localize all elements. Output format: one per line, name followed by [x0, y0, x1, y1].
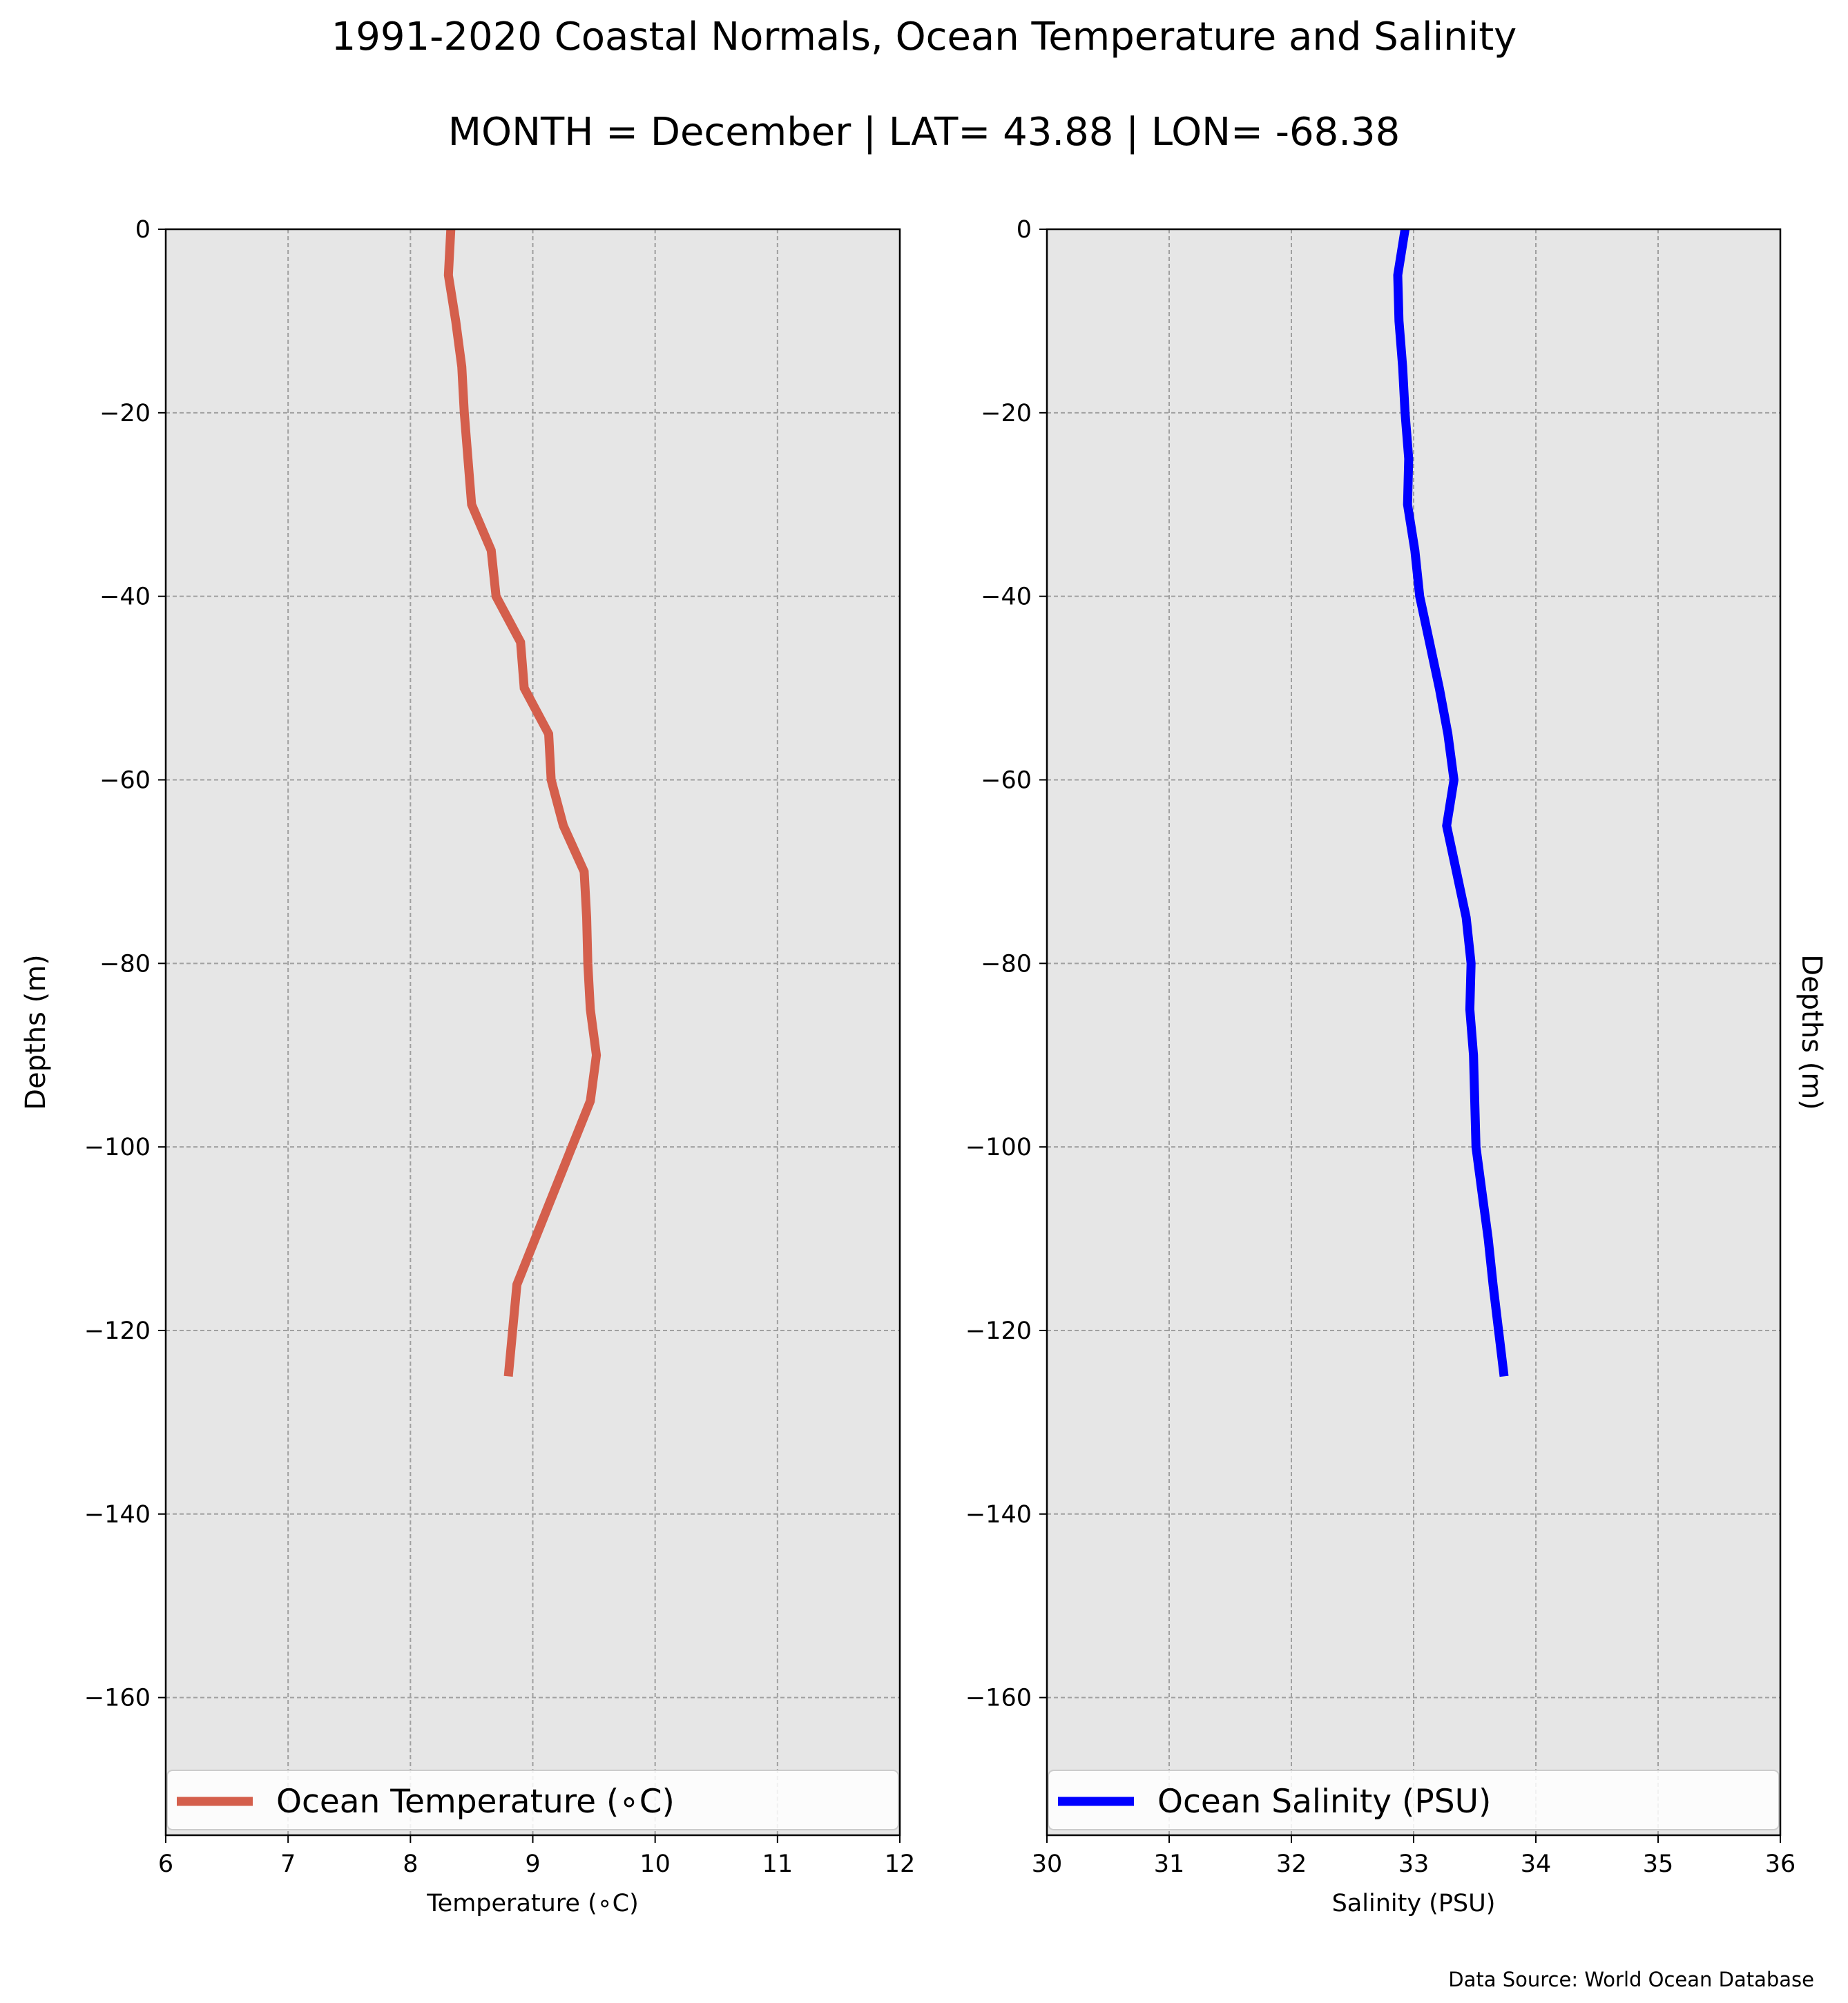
sal-ytick-label-1: −20 [981, 400, 1032, 427]
temp-ytick-label-7: −140 [84, 1501, 151, 1529]
temp-legend-box [166, 1770, 899, 1830]
sal-yaxis-title: Depths (m) [1796, 954, 1827, 1110]
temp-ytick-label-0: 0 [135, 216, 151, 244]
sal-xtick-label-3: 33 [1398, 1850, 1430, 1878]
chart-title: 1991-2020 Coastal Normals, Ocean Tempera… [331, 14, 1517, 59]
temp-ytick-label-5: −100 [84, 1134, 151, 1161]
sal-legend-box [1048, 1770, 1780, 1830]
temp-ytick-label-4: −80 [99, 950, 151, 978]
chart-subtitle: MONTH = December | LAT= 43.88 | LON= -68… [448, 110, 1401, 155]
temp-xtick-label-3: 9 [525, 1850, 540, 1878]
sal-ytick-label-8: −160 [965, 1685, 1032, 1712]
sal-xtick-label-2: 32 [1276, 1850, 1307, 1878]
sal-legend-label: Ocean Salinity (PSU) [1157, 1783, 1491, 1821]
sal-ytick-label-6: −120 [965, 1317, 1032, 1345]
sal-ytick-label-7: −140 [965, 1501, 1032, 1529]
sal-xaxis-title: Salinity (PSU) [1332, 1890, 1496, 1917]
temp-ytick-label-8: −160 [84, 1685, 151, 1712]
sal-ytick-label-5: −100 [965, 1134, 1032, 1161]
sal-ytick-label-0: 0 [1017, 216, 1032, 244]
temp-series-line-0 [443, 229, 601, 1377]
sal-ytick-label-2: −40 [981, 583, 1032, 611]
temp-xtick-label-6: 12 [885, 1850, 916, 1878]
sal-ytick-label-3: −60 [981, 766, 1032, 794]
temp-ytick-label-2: −40 [99, 583, 151, 611]
temp-xtick-label-1: 7 [280, 1850, 296, 1878]
temp-xtick-label-5: 11 [762, 1850, 793, 1878]
temp-legend-label: Ocean Temperature (∘C) [276, 1783, 675, 1821]
sal-series-line-0 [1393, 228, 1509, 1377]
temp-yaxis-title: Depths (m) [20, 954, 52, 1110]
sal-xtick-label-1: 31 [1154, 1850, 1185, 1878]
sal-xtick-label-6: 36 [1765, 1850, 1796, 1878]
salinity-panel: Ocean Salinity (PSU) 30 31 32 33 34 35 36 0 −20 −4… [965, 216, 1827, 1917]
temp-xaxis-title: Temperature (∘C) [426, 1890, 639, 1917]
sal-xtick-label-4: 34 [1521, 1850, 1552, 1878]
temp-xtick-label-4: 10 [639, 1850, 671, 1878]
data-source-note: Data Source: World Ocean Database [1448, 1968, 1814, 1991]
temp-ytick-label-1: −20 [99, 400, 151, 427]
temp-ytick-label-3: −60 [99, 766, 151, 794]
sal-xtick-label-0: 30 [1032, 1850, 1063, 1878]
sal-xtick-label-5: 35 [1643, 1850, 1674, 1878]
temp-ytick-label-6: −120 [84, 1317, 151, 1345]
sal-ytick-label-4: −80 [981, 950, 1032, 978]
temperature-panel: Ocean Temperature (∘C) 6 7 8 9 10 11 12 0 −20 −40 −… [20, 216, 915, 1917]
temp-xtick-label-0: 6 [158, 1850, 173, 1878]
temp-xtick-label-2: 8 [403, 1850, 418, 1878]
